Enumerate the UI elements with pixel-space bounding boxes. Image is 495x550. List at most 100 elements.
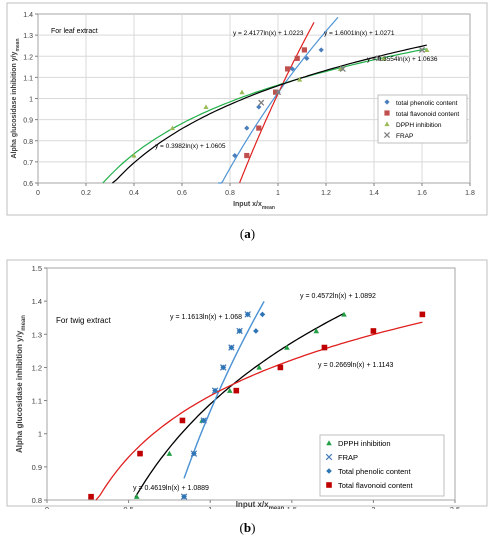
chart-1-x-tick-label: 1.5 xyxy=(287,505,297,509)
chart-1-y-axis-label-main: Alpha glucosidase inhibition y/y xyxy=(15,330,24,453)
chart-0-point xyxy=(285,66,291,72)
chart-0-point xyxy=(294,55,300,61)
chart-1-point xyxy=(200,417,207,424)
chart-1-y-tick-label: 1.3 xyxy=(32,330,42,339)
chart-0-legend-marker xyxy=(384,99,390,105)
chart-1-y-tick-label: 1.1 xyxy=(32,397,42,406)
chart-1-equation-extra: y = 0.4619ln(x) + 1.0889 xyxy=(133,485,209,492)
chart-1-point xyxy=(179,417,186,424)
chart-1-point xyxy=(166,450,173,456)
chart-1-legend-marker xyxy=(326,440,332,446)
chart-0-y-tick-label: 1.2 xyxy=(23,54,33,61)
chart-1-legend-marker xyxy=(326,482,332,488)
chart-0-series-3 xyxy=(258,46,426,106)
chart-1-point xyxy=(284,344,290,350)
chart-0-y-axis-label: Alpha glucosidase inhibition y/ymean xyxy=(11,38,21,158)
chart-1-x-tick-label: 0 xyxy=(45,505,49,509)
chart-1-point xyxy=(233,387,240,394)
chart-1-point xyxy=(259,311,266,318)
chart-b-svg: 0.8 0.9 1 1.1 1.2 1.3 1.4 1.5 0 0.5 1 1.5 2 2.5 Input … xyxy=(6,259,488,509)
chart-1-legend-box xyxy=(319,434,445,497)
chart-1-equation-1: y = 1.1613ln(x) + 1.068 xyxy=(170,314,242,321)
chart-0-point xyxy=(131,152,137,158)
chart-1-point xyxy=(313,328,320,334)
chart-0-point xyxy=(274,89,282,96)
chart-0-x-tick-label: 1.8 xyxy=(465,190,475,197)
chart-0-x-tick-label: 1.6 xyxy=(417,190,427,197)
chart-0-y-tick-label: 0.9 xyxy=(23,118,33,125)
chart-0-x-tick-label: 1 xyxy=(276,190,280,197)
chart-1-x-tick-label: 0.5 xyxy=(123,505,133,509)
chart-0-series-1 xyxy=(244,47,307,159)
chart-1-point xyxy=(212,387,218,394)
chart-0-legend: total phenolic content total flavonoid co… xyxy=(377,94,468,144)
chart-0-point xyxy=(339,65,346,72)
chart-1-legend: DPPH inhibition FRAP Total phenolic conten… xyxy=(319,434,445,497)
chart-1-x-tick-label: 2.5 xyxy=(450,505,460,509)
chart-1-legend-label: DPPH inhibition xyxy=(338,439,391,448)
chart-1-legend-marker xyxy=(326,468,332,474)
chart-0-y-tick-label: 0.8 xyxy=(23,139,33,146)
chart-0-point xyxy=(256,125,262,131)
chart-0-x-axis-label-main: Input x/x xyxy=(233,201,262,208)
chart-1-point xyxy=(228,344,235,351)
chart-1-legend-label: FRAP xyxy=(338,453,358,462)
chart-0-trendline-2 xyxy=(102,48,427,184)
chart-1-legend-label: Total flavonoid content xyxy=(338,481,414,490)
chart-1-point xyxy=(256,364,262,370)
chart-0-point xyxy=(232,152,238,159)
chart-1-point xyxy=(181,493,187,500)
chart-1-series-3 xyxy=(88,311,426,500)
chart-1-point xyxy=(341,311,347,317)
chart-1-y-tick-label: 0.9 xyxy=(32,463,42,472)
chart-0-y-tick-label: 0.6 xyxy=(23,181,33,188)
chart-0-y-tick-label: 0.7 xyxy=(23,160,33,167)
chart-1-y-axis-label: Alpha glucosidase inhibition y/ymean xyxy=(15,315,27,453)
chart-1-x-axis-label-main: Input x/x xyxy=(236,500,269,509)
chart-1-x-tick-label: 1 xyxy=(208,505,212,509)
chart-0-y-tick-label: 1.1 xyxy=(23,75,33,82)
chart-panel-a: 0.6 0.7 0.8 0.9 1 1.1 1.2 1.3 1.4 0 0.2 0.4 0.6 0.8 1 1… xyxy=(0,0,495,218)
chart-0-legend-label: FRAP xyxy=(396,133,413,140)
caption-a: (a) xyxy=(239,226,256,241)
chart-1-y-tick-label: 1.5 xyxy=(32,264,42,273)
caption-b: (b) xyxy=(239,520,256,535)
chart-0-series-2 xyxy=(131,47,430,158)
chart-0-point xyxy=(244,152,250,159)
chart-0-legend-box xyxy=(377,94,468,144)
chart-0-point xyxy=(304,55,310,61)
chart-0-point xyxy=(424,47,430,52)
chart-1-y-tick-label: 0.8 xyxy=(32,496,42,505)
chart-1-x-axis-label-sub: mean xyxy=(269,506,285,509)
chart-0-x-tick-label: 0.4 xyxy=(129,190,139,197)
chart-0-x-axis-label-sub: mean xyxy=(262,205,275,211)
chart-1-legend-marker xyxy=(325,453,333,461)
chart-1-point xyxy=(277,364,284,371)
chart-0-x-tick-label: 0.2 xyxy=(81,190,91,197)
chart-0-point xyxy=(301,47,307,53)
chart-0-point xyxy=(244,125,250,131)
chart-0-y-axis-label-main: Alpha glucosidase inhibition y/y xyxy=(11,51,18,158)
chart-1-legend-label: Total phenolic content xyxy=(338,467,411,476)
chart-1-point xyxy=(321,344,328,351)
chart-0-x-tick-label: 1.4 xyxy=(369,190,379,197)
chart-0-point xyxy=(258,99,265,106)
chart-0-legend-marker xyxy=(384,110,390,116)
chart-1-point xyxy=(88,493,94,500)
chart-0-equation-3: y = 0.3982ln(x) + 1.0605 xyxy=(155,143,226,150)
chart-1-point xyxy=(133,493,140,499)
chart-1-x-tick-label: 2 xyxy=(371,505,375,509)
chart-1-point xyxy=(370,328,377,334)
chart-0-title: For leaf extract xyxy=(51,28,98,35)
chart-1-point xyxy=(419,311,426,318)
chart-0-point xyxy=(239,89,245,95)
chart-1-equation-0: y = 0.4572ln(x) + 1.0892 xyxy=(300,293,376,300)
chart-0-point xyxy=(318,47,324,53)
chart-0-point xyxy=(289,66,295,72)
chart-1-series-0 xyxy=(133,311,347,499)
chart-0-point xyxy=(169,125,175,131)
chart-0-point xyxy=(203,104,209,110)
chart-0-point xyxy=(256,104,262,110)
chart-1-trendline-2 xyxy=(183,301,265,479)
chart-1-point xyxy=(137,450,143,457)
